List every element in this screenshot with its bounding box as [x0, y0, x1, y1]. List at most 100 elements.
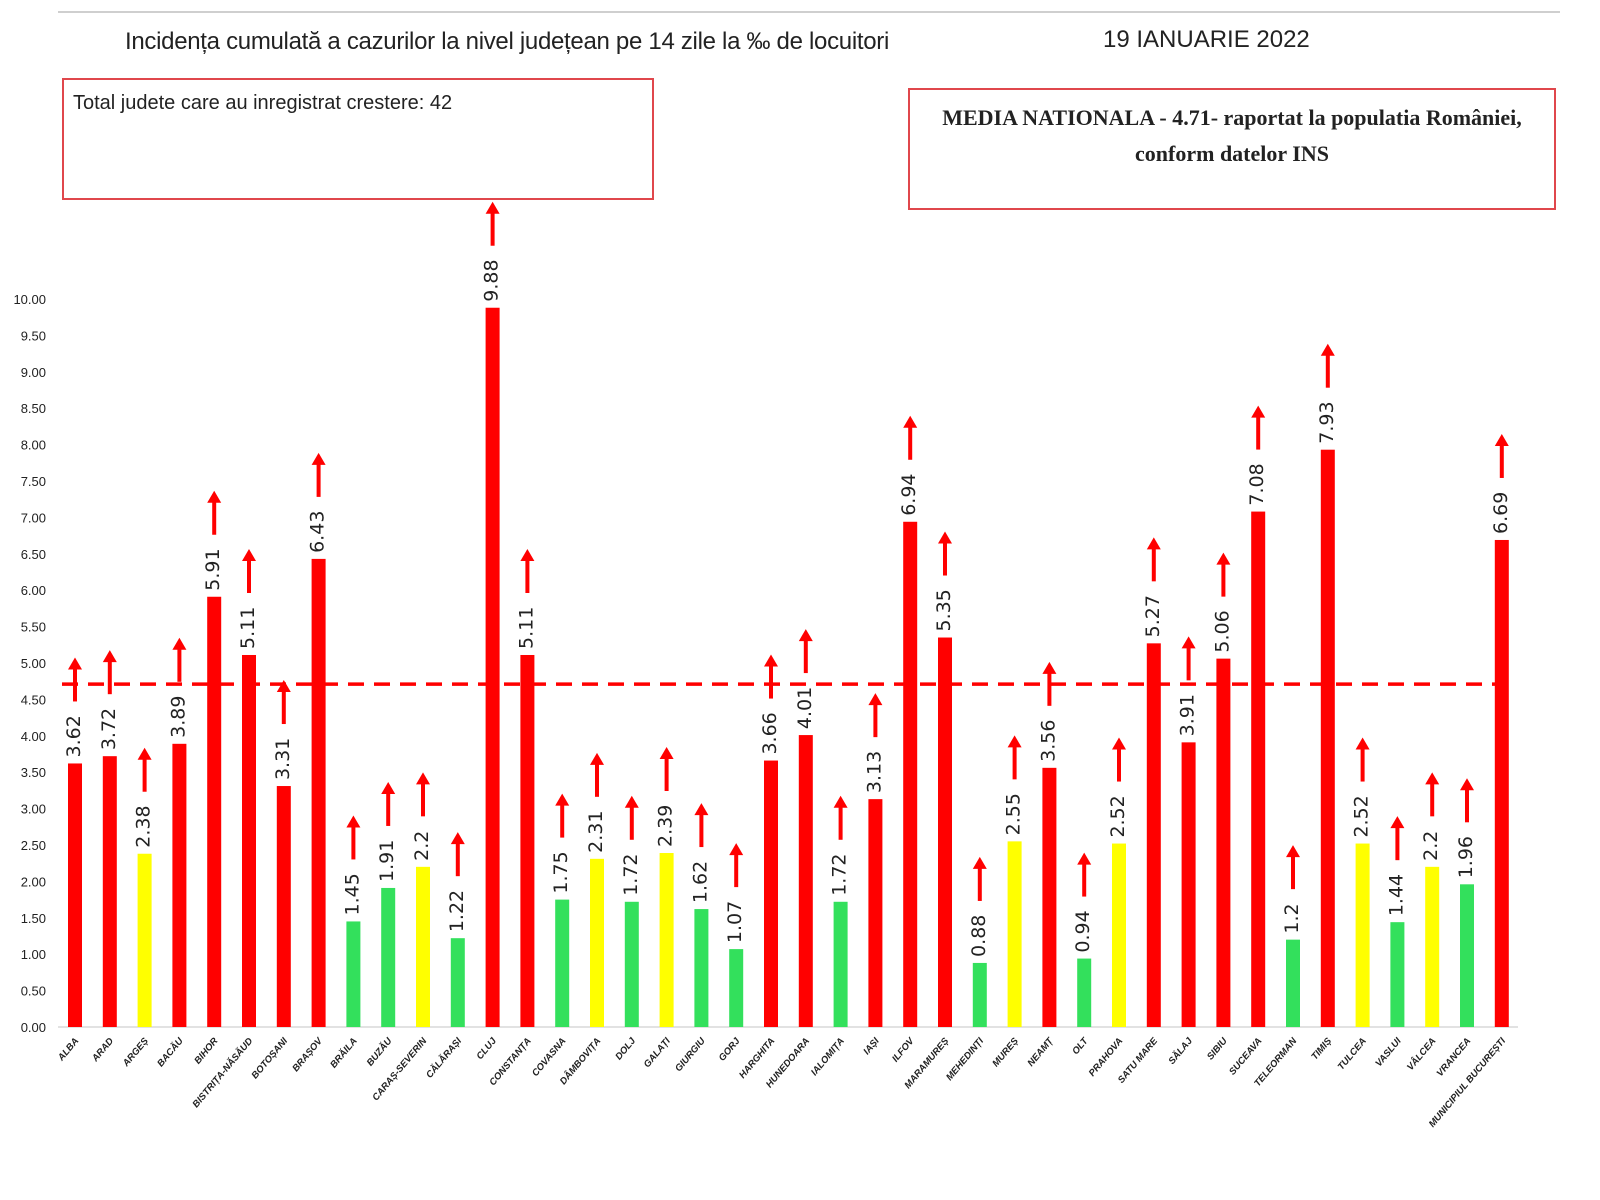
- trend-up-arrow-head: [868, 693, 883, 706]
- bar: [590, 858, 604, 1027]
- trend-up-arrow-head: [416, 772, 430, 785]
- y-tick-label: 1.50: [21, 911, 46, 926]
- bar: [1216, 658, 1231, 1027]
- trend-up-arrow-head: [1460, 778, 1474, 791]
- trend-up-arrow-head: [1425, 772, 1440, 785]
- bar: [1181, 742, 1196, 1027]
- bar: [68, 763, 82, 1027]
- trend-up-arrow-head: [172, 637, 187, 650]
- x-tick-label: NEAMȚ: [1026, 1035, 1057, 1069]
- bar: [938, 637, 952, 1027]
- data-label: 5.27: [1142, 595, 1164, 637]
- y-tick-label: 6.50: [21, 547, 46, 562]
- y-tick-label: 7.00: [21, 510, 46, 525]
- trend-up-arrow-head: [381, 781, 396, 794]
- data-label: 1.07: [724, 901, 746, 943]
- trend-up-arrow-head: [450, 832, 465, 845]
- trend-up-arrow-head: [485, 201, 500, 214]
- bar: [1355, 843, 1370, 1027]
- data-label: 1.72: [829, 853, 851, 895]
- trend-up-arrow-head: [1355, 737, 1370, 750]
- x-tick-label: IALOMIȚA: [809, 1036, 847, 1078]
- x-tick-label: OLT: [1070, 1035, 1091, 1057]
- trend-up-arrow-head: [764, 654, 778, 667]
- data-label: 7.93: [1316, 401, 1338, 443]
- data-label: 5.35: [933, 589, 955, 631]
- data-label: 3.31: [272, 738, 294, 780]
- national-average-box: MEDIA NATIONALA - 4.71- raportat la popu…: [908, 88, 1556, 210]
- national-average-text: MEDIA NATIONALA - 4.71- raportat la popu…: [910, 100, 1554, 172]
- bar: [1077, 958, 1092, 1027]
- y-tick-label: 4.00: [21, 729, 46, 744]
- x-tick-label: BRAȘOV: [290, 1035, 325, 1074]
- y-tick-label: 5.50: [21, 620, 46, 635]
- data-label: 1.22: [446, 890, 468, 932]
- y-tick-label: 3.50: [21, 765, 46, 780]
- y-tick-label: 5.00: [21, 656, 46, 671]
- data-label: 1.44: [1385, 874, 1407, 916]
- y-tick-label: 6.00: [21, 583, 46, 598]
- trend-up-arrow-head: [729, 843, 744, 856]
- x-tick-label: BISTRIȚA-NĂSĂUD: [190, 1035, 256, 1110]
- data-label: 2.2: [1420, 831, 1442, 861]
- data-label: 3.62: [63, 715, 85, 757]
- data-label: 3.91: [1177, 694, 1199, 736]
- data-label: 0.88: [968, 915, 990, 957]
- data-label: 1.2: [1281, 903, 1303, 933]
- bar: [659, 853, 674, 1027]
- report-date: 19 IANUARIE 2022: [1103, 26, 1310, 53]
- counties-increase-box: Total judete care au inregistrat crester…: [62, 78, 654, 200]
- x-tick-label: PRAHOVA: [1087, 1036, 1126, 1079]
- trend-up-arrow-head: [1181, 636, 1196, 649]
- data-label: 5.11: [515, 607, 537, 649]
- x-tick-label: GORJ: [717, 1035, 743, 1063]
- trend-up-arrow-head: [1286, 845, 1300, 858]
- data-label: 1.45: [341, 873, 363, 915]
- trend-up-arrow-head: [1390, 816, 1405, 829]
- data-label: 9.88: [481, 259, 503, 301]
- data-label: 1.96: [1455, 836, 1477, 878]
- trend-up-arrow-head: [102, 650, 117, 663]
- y-tick-label: 0.00: [21, 1020, 46, 1035]
- data-label: 1.72: [620, 853, 642, 895]
- data-label: 5.06: [1211, 610, 1233, 652]
- bar: [555, 899, 570, 1027]
- bar: [207, 596, 222, 1027]
- x-tick-label: SIBIU: [1205, 1035, 1230, 1062]
- data-label: 2.38: [133, 805, 155, 847]
- data-label: 5.91: [202, 548, 224, 590]
- x-tick-label: ARGEȘ: [120, 1035, 151, 1069]
- bar: [798, 735, 813, 1027]
- bar: [381, 887, 396, 1027]
- top-divider: [58, 11, 1560, 13]
- trend-up-arrow-head: [1320, 343, 1335, 356]
- data-label: 6.43: [307, 511, 329, 553]
- bar: [311, 558, 326, 1027]
- national-average-line2: conform datelor INS: [1135, 141, 1329, 166]
- bar: [1320, 449, 1335, 1027]
- bar: [276, 786, 291, 1027]
- x-tick-label: GALAȚI: [642, 1036, 673, 1070]
- y-tick-label: 9.50: [21, 328, 46, 343]
- bar: [903, 521, 918, 1027]
- y-tick-label: 8.50: [21, 401, 46, 416]
- x-tick-label: MUREȘ: [990, 1035, 1021, 1069]
- data-label: 1.91: [376, 840, 398, 882]
- bar: [346, 921, 361, 1027]
- data-label: 1.75: [550, 851, 572, 893]
- trend-up-arrow-head: [207, 490, 222, 503]
- x-tick-label: GIURGIU: [673, 1035, 708, 1074]
- y-tick-label: 1.00: [21, 947, 46, 962]
- data-label: 0.94: [1072, 910, 1094, 952]
- trend-up-arrow-head: [137, 747, 152, 760]
- bar: [1112, 843, 1126, 1027]
- x-tick-label: BRĂILA: [327, 1035, 359, 1070]
- chart-title: Incidența cumulată a cazurilor la nivel …: [125, 28, 890, 55]
- trend-up-arrow-head: [938, 531, 952, 544]
- x-tick-label: TIMIȘ: [1309, 1035, 1334, 1062]
- x-tick-label: BIHOR: [192, 1036, 220, 1067]
- data-label: 4.01: [794, 687, 816, 729]
- y-tick-label: 7.50: [21, 474, 46, 489]
- trend-up-arrow-head: [555, 793, 570, 806]
- x-tick-label: ARAD: [89, 1036, 116, 1065]
